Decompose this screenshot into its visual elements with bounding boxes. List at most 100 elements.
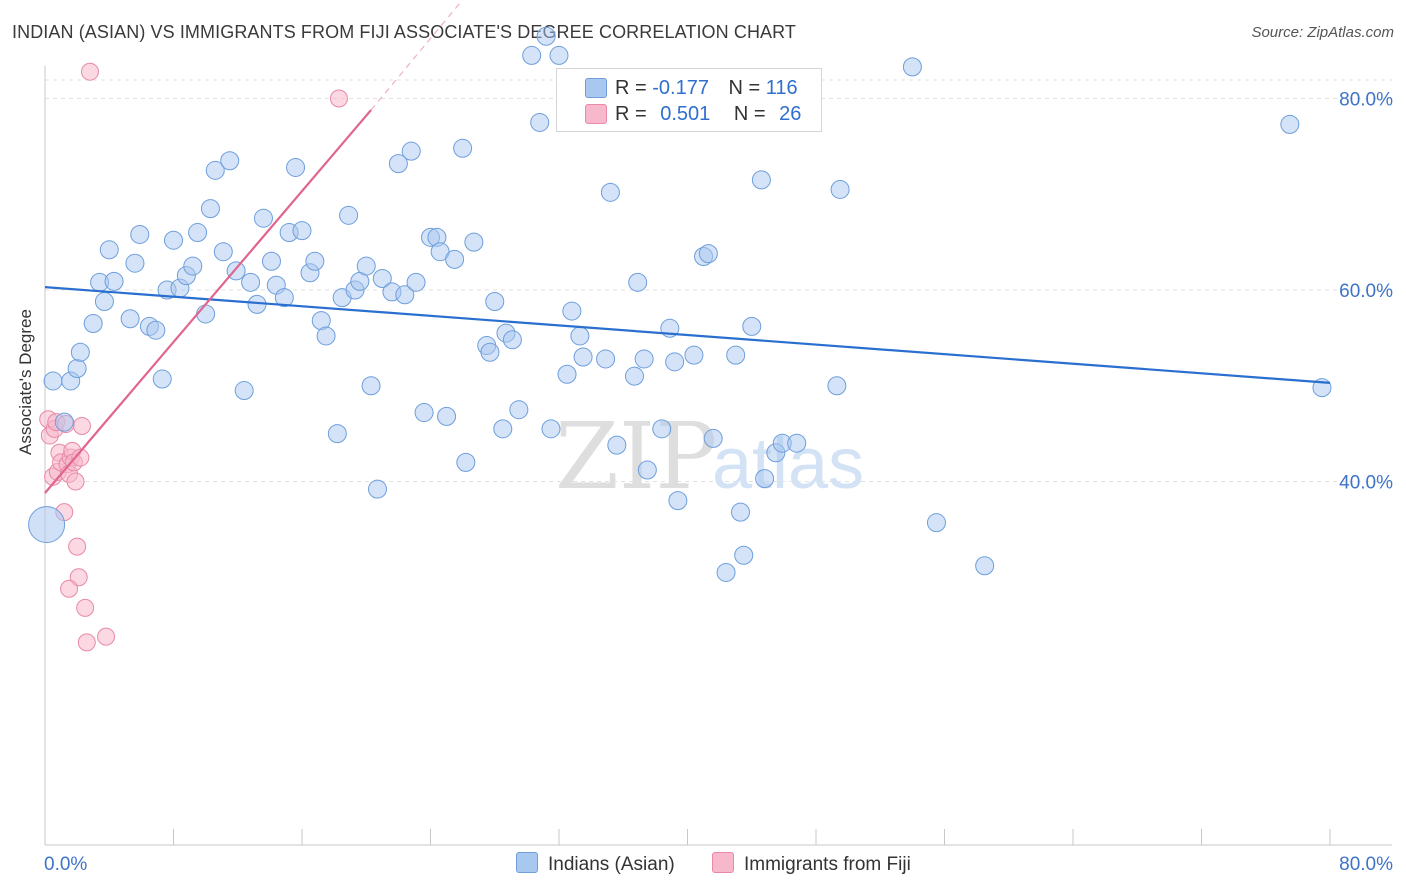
indian-point: [234, 381, 254, 401]
indian-point: [339, 205, 359, 225]
tick-labels: 40.0%60.0%80.0%100.0%0.0%80.0%: [44, 90, 1393, 876]
indian-point: [286, 157, 306, 177]
indian-point: [668, 491, 688, 511]
y-tick-label: 40.0%: [1339, 473, 1393, 494]
indian-point: [755, 469, 775, 489]
legend: R = -0.177 N = 116 R = 0.501 N = 26: [556, 68, 822, 132]
indian-point: [742, 316, 762, 336]
legend-r-label: R =: [615, 103, 647, 125]
indian-point: [509, 400, 529, 420]
indian-point: [54, 412, 74, 432]
indian-point: [652, 419, 672, 439]
indian-point: [414, 403, 434, 423]
indian-point: [596, 349, 616, 369]
legend-row-indian: R = -0.177 N = 116: [615, 77, 798, 100]
bottom-legend-indian: Indians (Asian): [516, 852, 675, 876]
fiji-point: [77, 633, 96, 652]
indian-point: [220, 151, 240, 171]
chart-title: INDIAN (ASIAN) VS IMMIGRANTS FROM FIJI A…: [12, 22, 797, 42]
indian-point: [445, 249, 465, 269]
indian-point: [261, 251, 281, 271]
indian-point: [152, 369, 172, 389]
indian-point: [401, 141, 421, 161]
indian-point: [200, 199, 220, 219]
indian-point: [292, 221, 312, 241]
indian-point: [562, 301, 582, 321]
fiji-point: [76, 598, 95, 617]
indian-point: [600, 182, 620, 202]
indian-point: [146, 320, 166, 340]
legend-n-value: 26: [779, 103, 802, 125]
indian-point: [372, 269, 392, 289]
indian-point: [43, 371, 63, 391]
indian-point: [557, 364, 577, 384]
indian-point: [196, 304, 216, 324]
indian-point: [241, 272, 261, 292]
indian-point: [213, 242, 233, 262]
indian-point: [634, 349, 654, 369]
indian-point: [787, 433, 807, 453]
indian-point: [570, 326, 590, 346]
indian-point: [274, 288, 294, 308]
indian-point: [104, 271, 124, 291]
y-tick-label: 80.0%: [1339, 90, 1393, 111]
fiji-point: [66, 472, 85, 491]
bottom-legend-fiji: Immigrants from Fiji: [712, 852, 911, 876]
watermark: ZIP atlas: [555, 403, 864, 510]
x-tick-label: 80.0%: [1339, 854, 1393, 875]
legend-swatch-fiji: [585, 104, 607, 124]
indian-point: [406, 272, 426, 292]
indian-point: [665, 352, 685, 372]
indian-point: [493, 419, 513, 439]
indian-point: [83, 314, 103, 334]
legend-n-label: N =: [733, 103, 766, 125]
indian-point: [624, 366, 644, 386]
indian-point: [549, 45, 569, 65]
indian-point: [751, 170, 771, 190]
legend-r-label: R =: [615, 77, 647, 99]
legend-n-value: 116: [765, 77, 798, 99]
indian-point: [395, 285, 415, 305]
indian-point: [637, 460, 657, 480]
bottom-legend-fiji-label: Immigrants from Fiji: [744, 854, 911, 875]
watermark-zip: ZIP: [555, 403, 717, 510]
indian-point: [456, 452, 476, 472]
indian-point: [316, 326, 336, 346]
legend-swatch-indian: [585, 78, 607, 98]
indian-point: [453, 138, 473, 158]
indian-point: [305, 251, 325, 271]
indian-point: [70, 342, 90, 362]
indian-point: [464, 232, 484, 252]
indian-point: [530, 112, 550, 132]
indian-point: [684, 345, 704, 365]
legend-r-value: 0.501: [660, 103, 711, 125]
indian-point: [703, 428, 723, 448]
indian-point: [205, 160, 225, 180]
indian-point: [67, 359, 87, 379]
bottom-swatch-fiji: [712, 852, 734, 873]
fiji-trend-extension: [370, 0, 464, 111]
indian-point: [975, 556, 995, 576]
indian-point: [573, 347, 593, 367]
trend-lines: [44, 0, 1331, 494]
indian-point: [327, 424, 347, 444]
fiji-point: [60, 579, 79, 598]
indian-point: [734, 545, 754, 565]
indian-point: [485, 291, 505, 311]
fiji-point: [68, 537, 87, 556]
indian-point: [628, 272, 648, 292]
fiji-point: [69, 568, 88, 587]
indian-point: [388, 154, 408, 174]
indian-point: [830, 179, 850, 199]
indian-point: [94, 291, 114, 311]
fiji-point: [71, 448, 90, 467]
indian-point: [188, 223, 208, 243]
indian-point: [253, 208, 273, 228]
indian-point: [902, 57, 922, 77]
indian-point: [541, 419, 561, 439]
indian-point: [125, 253, 145, 273]
indian-point: [120, 309, 140, 329]
indian-point: [926, 513, 946, 533]
indian-trend-line: [44, 286, 1331, 384]
axes: [44, 66, 1392, 846]
